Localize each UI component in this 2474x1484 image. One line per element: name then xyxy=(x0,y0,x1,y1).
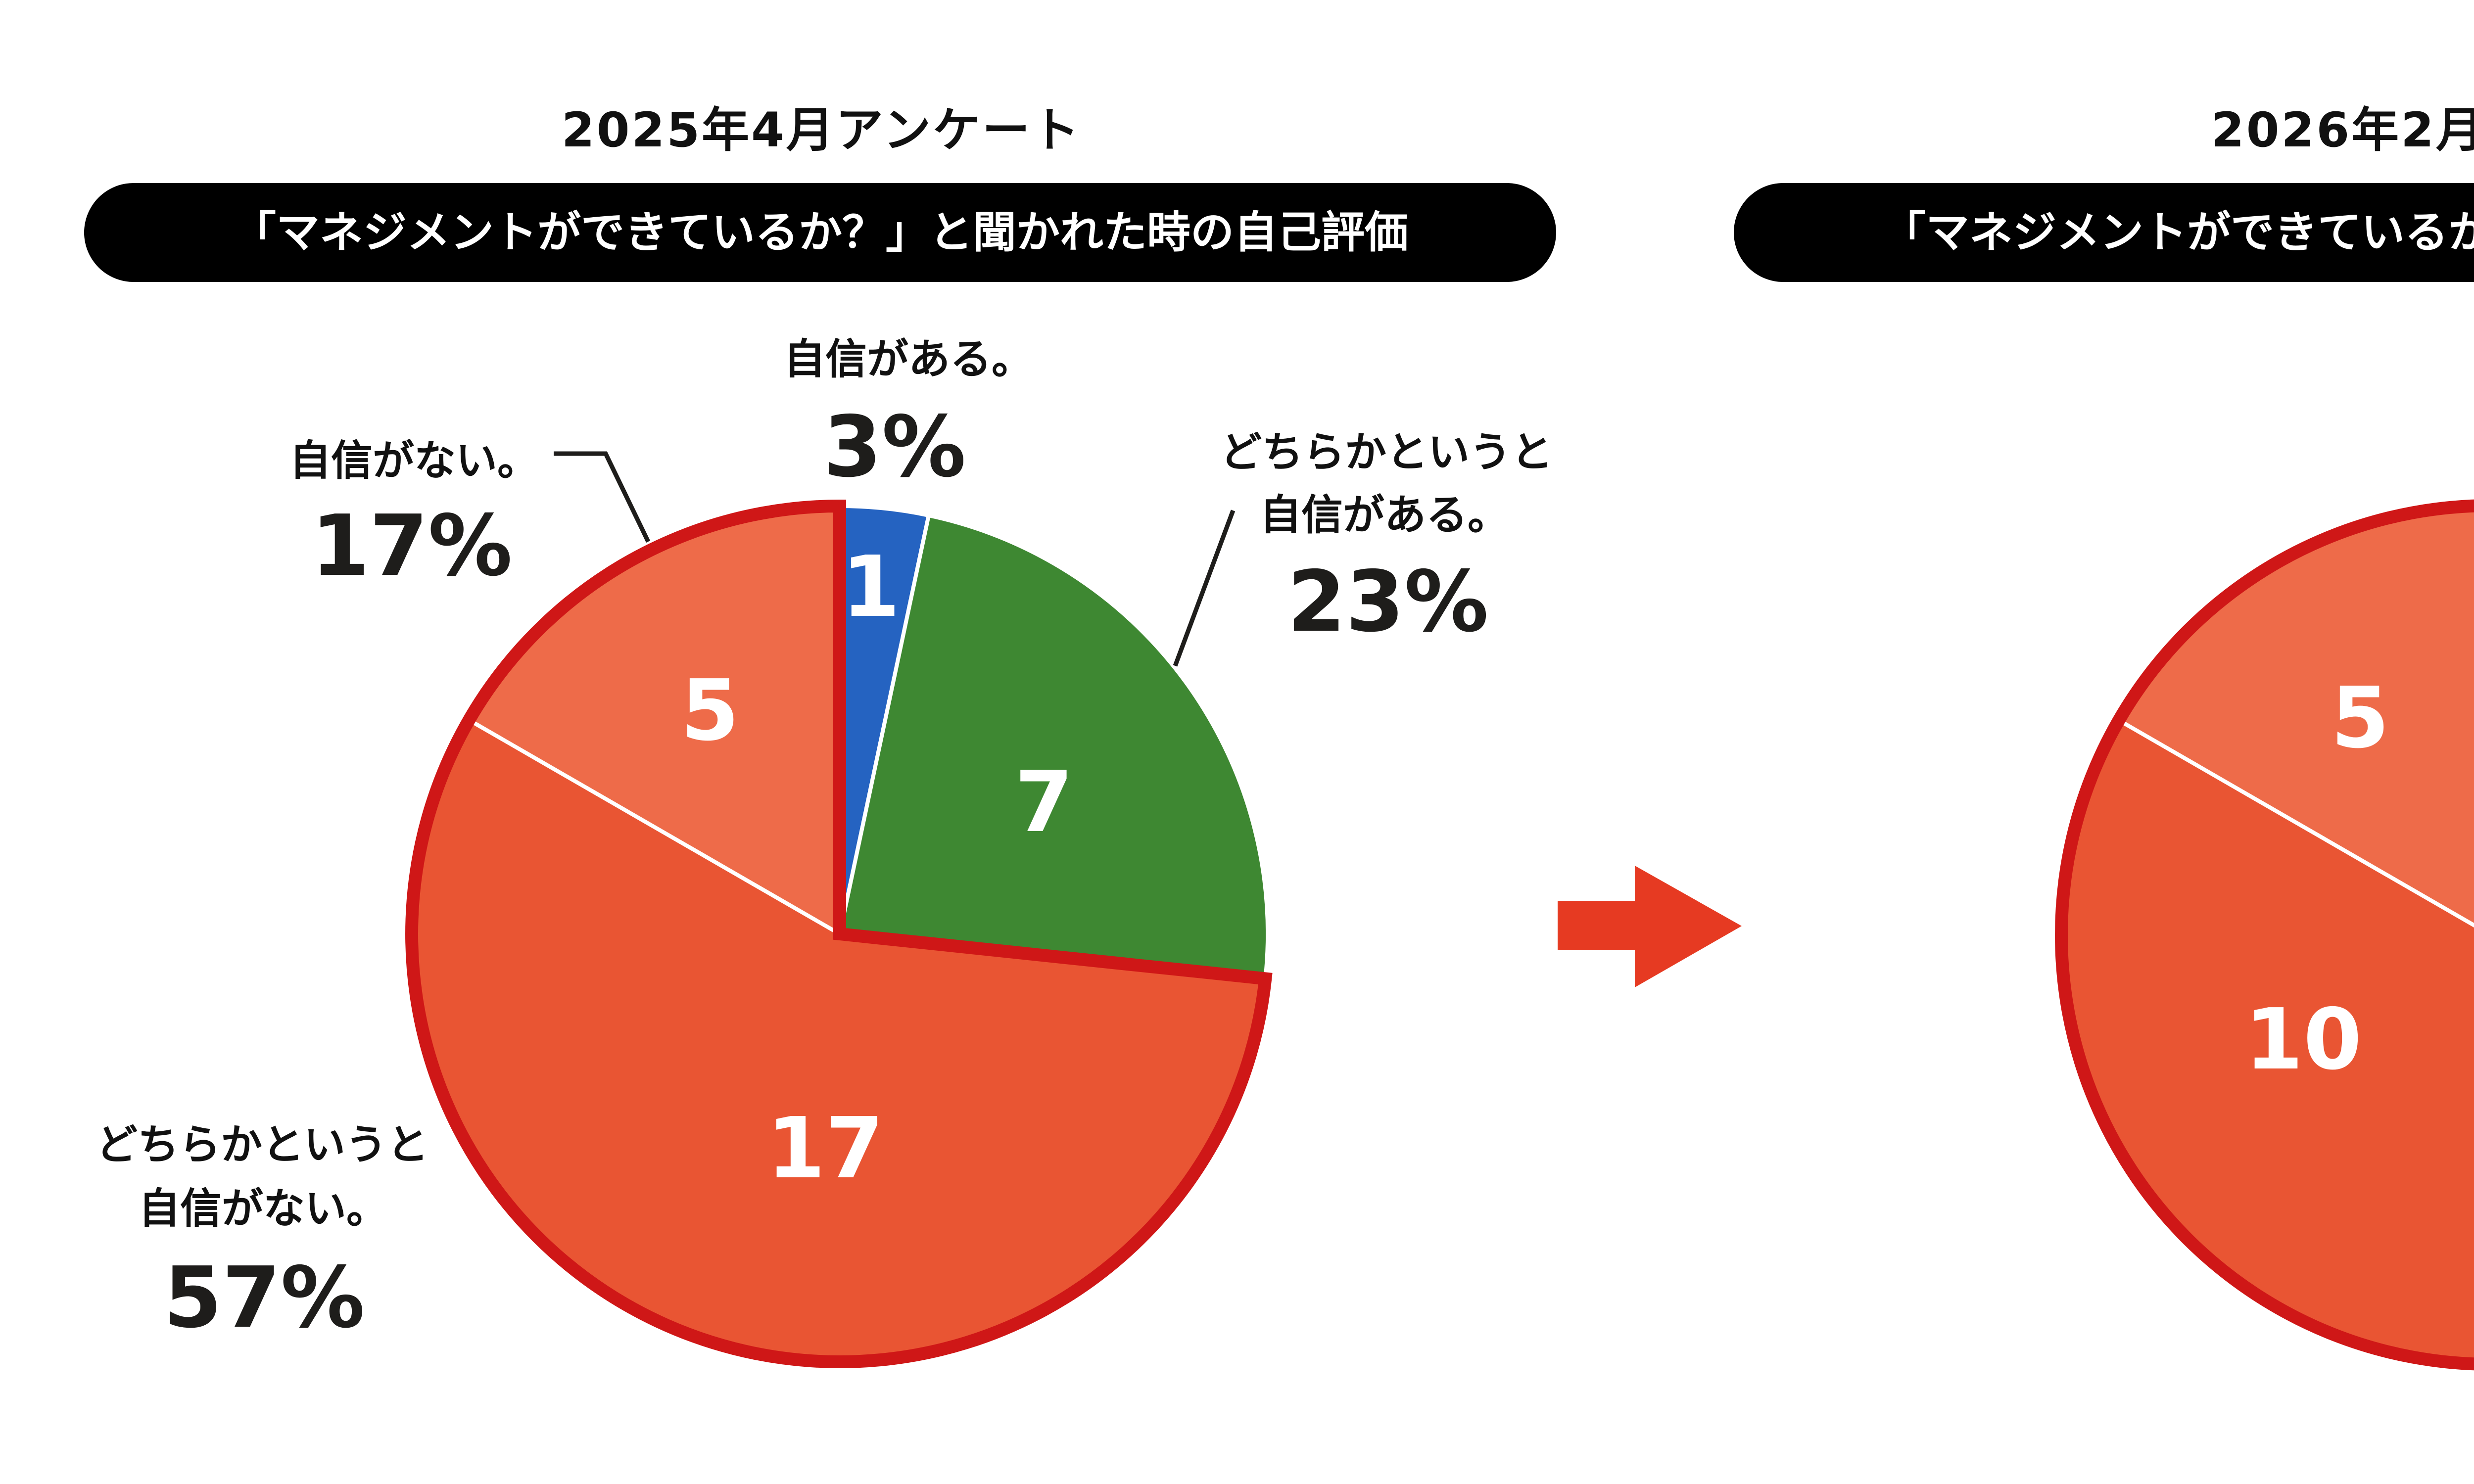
left-panel: 2025年4月アンケート 「マネジメントができているか？」と聞かれた時の自己評価… xyxy=(84,102,1556,1368)
right-subtitle-text: 「マネジメントができているか？」と聞かれた時の自己評価 xyxy=(1882,207,2474,258)
left-highlight-outline xyxy=(405,499,1273,1368)
callout-label: 自信がある。 xyxy=(784,335,1033,383)
callout-percent: 23% xyxy=(1287,553,1489,651)
callout-percent: 17% xyxy=(311,497,513,595)
left-count-somewhat-confident: 7 xyxy=(1015,753,1073,851)
right-survey-title: 2026年2月アンケート xyxy=(2211,102,2474,158)
right-panel: 2026年2月アンケート 「マネジメントができているか？」と聞かれた時の自己評価… xyxy=(1734,102,2474,1371)
left-callout-somewhat-confident: どちらかというと 自信がある。 23% xyxy=(1173,428,1553,667)
left-subtitle-text: 「マネジメントができているか？」と聞かれた時の自己評価 xyxy=(233,207,1408,258)
left-subtitle-pill xyxy=(84,183,1556,282)
callout-label: 自信がない。 xyxy=(289,436,539,485)
arrow-right-icon xyxy=(1558,866,1742,987)
left-slice-somewhat-confident xyxy=(837,513,1270,981)
left-callout-confident: 自信がある。 3% xyxy=(784,335,1033,496)
right-subtitle-pill xyxy=(1734,183,2474,282)
callout-label-line2: 自信がある。 xyxy=(1260,491,1509,539)
callout-label-line1: どちらかというと xyxy=(1220,428,1553,476)
callout-label-line2: 自信がない。 xyxy=(139,1184,388,1233)
left-callout-not-confident: 自信がない。 17% xyxy=(289,436,651,595)
left-survey-title: 2025年4月アンケート xyxy=(562,102,1081,158)
right-count-somewhat-not: 10 xyxy=(2245,991,2362,1089)
left-count-not-confident: 5 xyxy=(681,662,739,760)
left-callout-somewhat-not: どちらかというと 自信がない。 57% xyxy=(96,1120,428,1347)
leader-line xyxy=(1173,510,1236,667)
left-count-confident: 1 xyxy=(842,538,900,636)
right-pie-chart: 1 14 10 5 xyxy=(2055,499,2474,1371)
right-highlight-outline xyxy=(2055,499,2474,1371)
right-count-not-confident: 5 xyxy=(2331,669,2389,767)
callout-label-line1: どちらかというと xyxy=(96,1120,428,1169)
left-pie-chart: 1 7 17 5 xyxy=(405,499,1273,1368)
callout-percent: 57% xyxy=(164,1249,365,1347)
left-count-somewhat-not: 17 xyxy=(767,1100,884,1198)
callout-percent: 3% xyxy=(823,398,966,496)
leader-line xyxy=(554,451,651,543)
